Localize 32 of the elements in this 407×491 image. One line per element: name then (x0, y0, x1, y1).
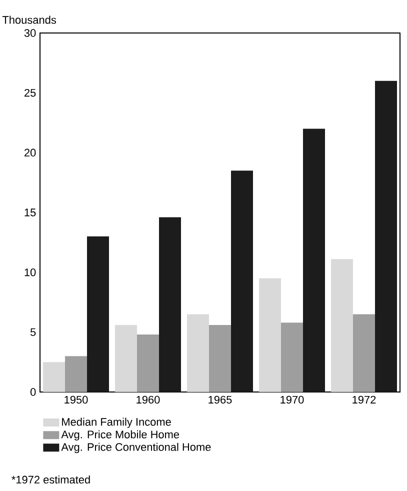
bar (187, 314, 209, 392)
y-tick-label: 5 (30, 328, 36, 336)
x-tick-label: 1960 (136, 396, 160, 404)
bar (65, 356, 87, 392)
y-tick-label: 20 (24, 148, 36, 157)
bar (137, 334, 159, 392)
text: *1972 estimated (12, 475, 90, 484)
x-tick-label: 1965 (208, 396, 232, 404)
legend-label: Avg. Price Conventional Home (61, 442, 211, 454)
y-tick-label: 0 (30, 388, 36, 396)
bar (43, 362, 65, 392)
y-tick-label: 30 (24, 29, 36, 37)
y-tick-label: 25 (24, 88, 36, 97)
x-tick-label: 1970 (280, 396, 304, 404)
bar (303, 128, 325, 392)
bar (330, 259, 353, 392)
x-tick-label: 1972 (352, 396, 376, 404)
bar (159, 217, 181, 392)
legend-label: Avg. Price Mobile Home (61, 430, 180, 440)
legend-label: Median Family Income (62, 418, 171, 428)
bar (259, 278, 281, 392)
bar (281, 322, 303, 392)
y-tick-label: 15 (24, 208, 36, 216)
y-tick-label: 10 (24, 268, 36, 276)
x-tick-label: 1950 (64, 396, 88, 404)
bar (209, 324, 231, 392)
bar (87, 236, 109, 392)
bar (353, 314, 375, 392)
bar (115, 324, 137, 392)
bar (231, 170, 253, 392)
bar (375, 80, 397, 392)
y-axis-title: Thousands (2, 16, 56, 24)
